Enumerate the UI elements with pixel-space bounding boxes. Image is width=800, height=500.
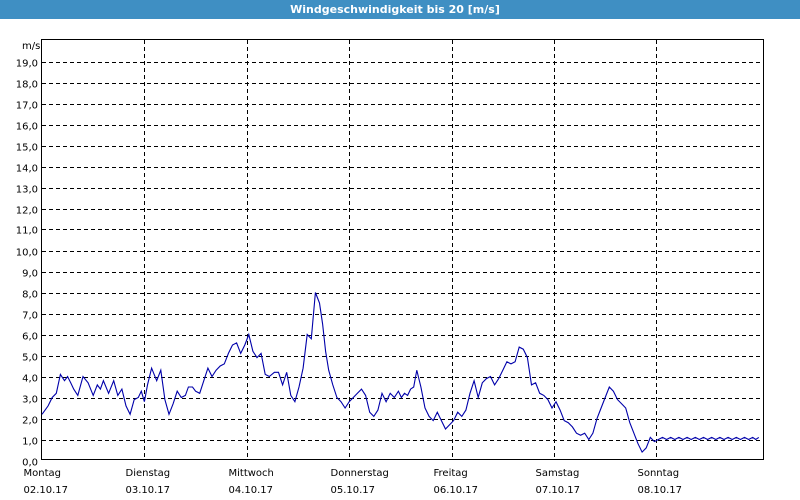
chart-title: Windgeschwindigkeit bis 20 [m/s]	[290, 3, 500, 16]
y-axis-ticks: 0,0 1,0 2,0 3,0 4,0 5,0 6,0 7,0 8,0 9,0 10,0 11,0 12…	[16, 59, 38, 469]
x-tick-day-name: Samstag	[536, 468, 580, 479]
x-tick-date: 03.10.17	[126, 485, 171, 496]
wind-speed-line	[41, 292, 760, 454]
grid-lines	[42, 40, 764, 460]
x-tick-date: 04.10.17	[229, 485, 274, 496]
x-tick-day-name: Sonntag	[638, 468, 680, 479]
y-tick-label: 2,0	[22, 416, 38, 427]
window-title-bar: Windgeschwindigkeit bis 20 [m/s]	[0, 0, 800, 19]
y-tick-label: 13,0	[16, 185, 38, 196]
y-tick-label: 11,0	[16, 226, 38, 237]
plot-area	[41, 39, 764, 460]
y-tick-label: 12,0	[16, 206, 38, 217]
series-group	[41, 292, 760, 454]
y-tick-label: 10,0	[16, 248, 38, 259]
y-tick-label: 3,0	[22, 395, 38, 406]
y-tick-label: 17,0	[16, 101, 38, 112]
x-tick-day-name: Freitag	[434, 468, 468, 479]
y-tick-label: 6,0	[22, 332, 38, 343]
y-tick-label: 0,0	[22, 458, 38, 469]
y-tick-label: 9,0	[22, 269, 38, 280]
y-tick-label: 1,0	[22, 437, 38, 448]
y-tick-label: 7,0	[22, 311, 38, 322]
y-tick-label: 15,0	[16, 143, 38, 154]
x-tick-day-name: Mittwoch	[229, 468, 274, 479]
x-axis-ticks: Montag 02.10.17 Dienstag 03.10.17 Mittwoch 04…	[24, 468, 683, 496]
x-tick-day-name: Donnerstag	[331, 468, 389, 479]
y-tick-label: 19,0	[16, 59, 38, 70]
x-tick-date: 02.10.17	[24, 485, 69, 496]
x-tick-date: 07.10.17	[536, 485, 581, 496]
x-tick-date: 06.10.17	[434, 485, 479, 496]
x-tick-day-name: Montag	[24, 468, 61, 479]
y-tick-label: 4,0	[22, 374, 38, 385]
y-tick-label: 14,0	[16, 164, 38, 175]
x-tick-date: 08.10.17	[638, 485, 683, 496]
y-axis-unit-label: m/s	[22, 41, 40, 52]
y-tick-label: 5,0	[22, 353, 38, 364]
y-tick-label: 16,0	[16, 122, 38, 133]
x-tick-day-name: Dienstag	[126, 468, 171, 479]
x-tick-date: 05.10.17	[331, 485, 376, 496]
y-tick-label: 18,0	[16, 80, 38, 91]
y-tick-label: 8,0	[22, 290, 38, 301]
